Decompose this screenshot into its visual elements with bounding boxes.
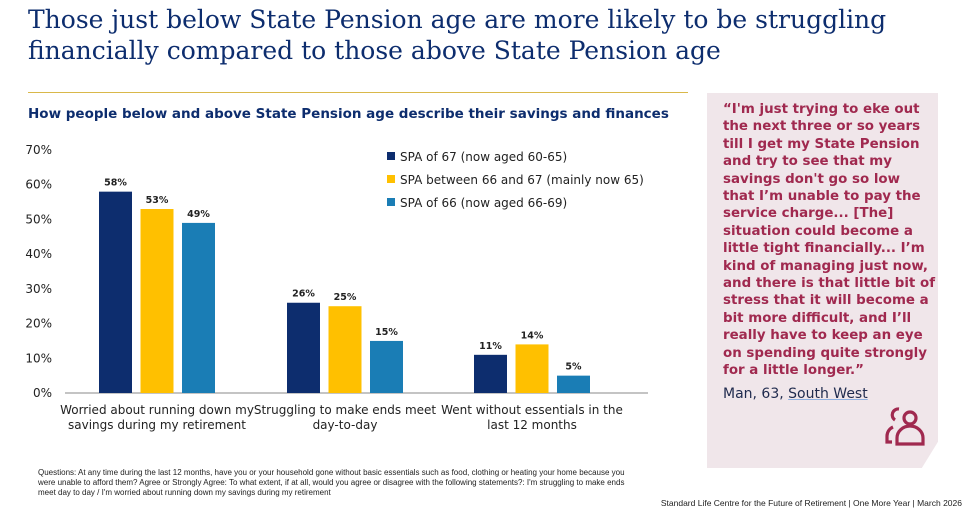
quote-attribution: Man, 63, South West [723,386,868,402]
data-label: 49% [187,209,210,220]
bar [287,302,320,393]
data-label: 26% [292,289,315,300]
y-tick-label: 0% [33,386,52,400]
bar [474,354,507,393]
x-category-label: savings during my retirement [68,418,246,432]
bar [557,375,590,393]
divider [28,92,688,93]
quote-text: “I'm just trying to eke out the next thr… [723,102,936,379]
data-label: 53% [146,195,169,206]
bar [515,344,549,393]
y-tick-label: 70% [25,143,52,157]
x-category-label: Went without essentials in the [441,403,623,417]
x-category-label: Worried about running down my [60,403,254,417]
data-label: 11% [479,341,502,352]
y-tick-label: 60% [25,178,52,192]
x-category-label: Struggling to make ends meet [254,403,437,417]
y-tick-label: 30% [25,282,52,296]
legend-swatch [387,198,395,206]
footer: Standard Life Centre for the Future of R… [660,498,962,508]
data-label: 15% [375,327,398,338]
data-label: 25% [334,292,357,303]
legend-label: SPA of 67 (now aged 60-65) [400,150,567,164]
y-tick-label: 20% [25,317,52,331]
legend-label: SPA of 66 (now aged 66-69) [400,196,567,210]
chart-title: How people below and above State Pension… [28,106,669,122]
bar [328,306,362,393]
bar-chart: 0% 10% 20% 30% 40% 50% 60% 70% 58% 26% 11% SPA of 6… [25,143,648,432]
page-title: Those just below State Pension age are m… [28,5,887,65]
legend-swatch [387,152,395,160]
data-label: 5% [565,362,582,373]
x-category-label: last 12 months [487,418,577,432]
attribution-region-link[interactable]: South West [788,386,868,402]
people-icon [885,407,925,446]
bar [140,209,174,393]
legend-label: SPA between 66 and 67 (mainly now 65) [400,173,644,187]
x-category-label: day-to-day [313,418,378,432]
attribution-prefix: Man, 63, [723,386,789,402]
bar [99,191,132,393]
y-tick-label: 40% [25,247,52,261]
data-label: 58% [104,178,127,189]
data-label: 14% [521,330,544,341]
legend-swatch [387,175,395,183]
bar [182,222,215,393]
bar [370,340,403,393]
quote-panel: “I'm just trying to eke out the next thr… [707,93,938,468]
y-tick-label: 10% [25,351,52,365]
y-tick-label: 50% [25,212,52,226]
question-notes: Questions: At any time during the last 1… [38,468,625,497]
